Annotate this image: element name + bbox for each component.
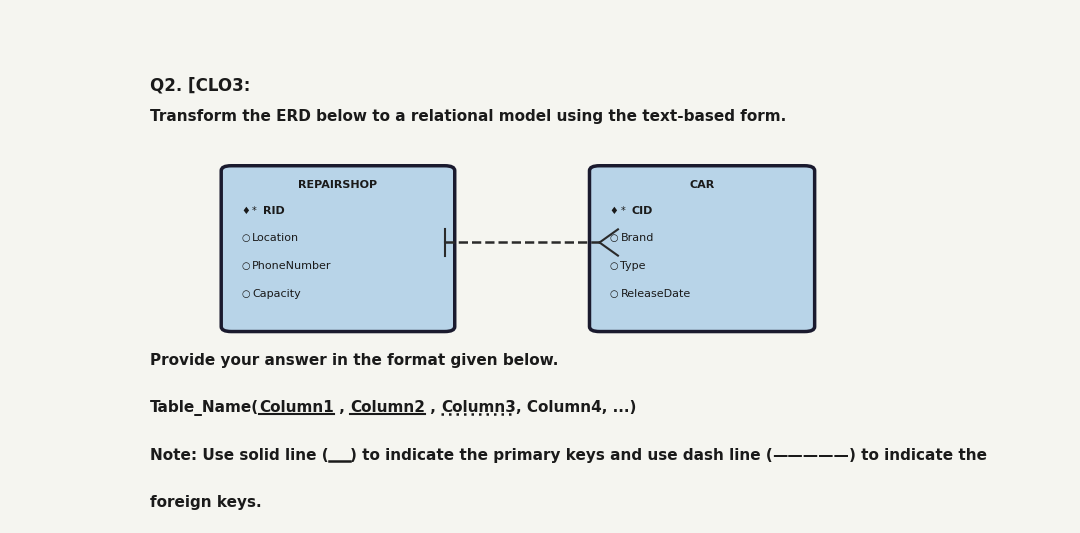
Text: CAR: CAR xyxy=(689,180,715,190)
Text: PhoneNumber: PhoneNumber xyxy=(253,261,332,271)
FancyBboxPatch shape xyxy=(221,166,455,332)
Text: Capacity: Capacity xyxy=(253,289,301,299)
Text: ♦: ♦ xyxy=(241,206,251,215)
FancyBboxPatch shape xyxy=(590,166,814,332)
Text: ○: ○ xyxy=(609,233,618,244)
Text: ReleaseDate: ReleaseDate xyxy=(620,289,691,299)
Text: Q2. [CLO3:: Q2. [CLO3: xyxy=(150,76,251,94)
Text: ) to indicate the: ) to indicate the xyxy=(849,448,987,463)
Text: *: * xyxy=(620,206,625,215)
Text: , Column4, ...): , Column4, ...) xyxy=(516,400,636,416)
Text: Provide your answer in the format given below.: Provide your answer in the format given … xyxy=(150,353,558,368)
Text: *: * xyxy=(253,206,257,215)
Text: Column2: Column2 xyxy=(350,400,426,416)
Text: REPAIRSHOP: REPAIRSHOP xyxy=(298,180,378,190)
Text: Column1: Column1 xyxy=(259,400,334,416)
Text: ,: , xyxy=(334,400,345,416)
Text: ○: ○ xyxy=(609,261,618,271)
Text: Transform the ERD below to a relational model using the text-based form.: Transform the ERD below to a relational … xyxy=(150,109,786,124)
Text: Location: Location xyxy=(253,233,299,244)
Text: foreign keys.: foreign keys. xyxy=(150,495,261,510)
Text: ○: ○ xyxy=(609,289,618,299)
Text: —————: ————— xyxy=(772,448,849,463)
Text: ) to indicate the primary keys and use dash line (: ) to indicate the primary keys and use d… xyxy=(350,448,772,463)
Text: ,: , xyxy=(426,400,436,416)
Text: ○: ○ xyxy=(241,261,249,271)
Text: Note: Use solid line (: Note: Use solid line ( xyxy=(150,448,328,463)
Text: RID: RID xyxy=(264,206,285,215)
Text: ♦: ♦ xyxy=(609,206,619,215)
Text: Brand: Brand xyxy=(620,233,653,244)
Text: Type: Type xyxy=(620,261,646,271)
Text: CID: CID xyxy=(632,206,652,215)
Text: Column3: Column3 xyxy=(442,400,516,416)
Text: Table_Name(: Table_Name( xyxy=(150,400,259,416)
Text: ○: ○ xyxy=(241,289,249,299)
Text: ○: ○ xyxy=(241,233,249,244)
